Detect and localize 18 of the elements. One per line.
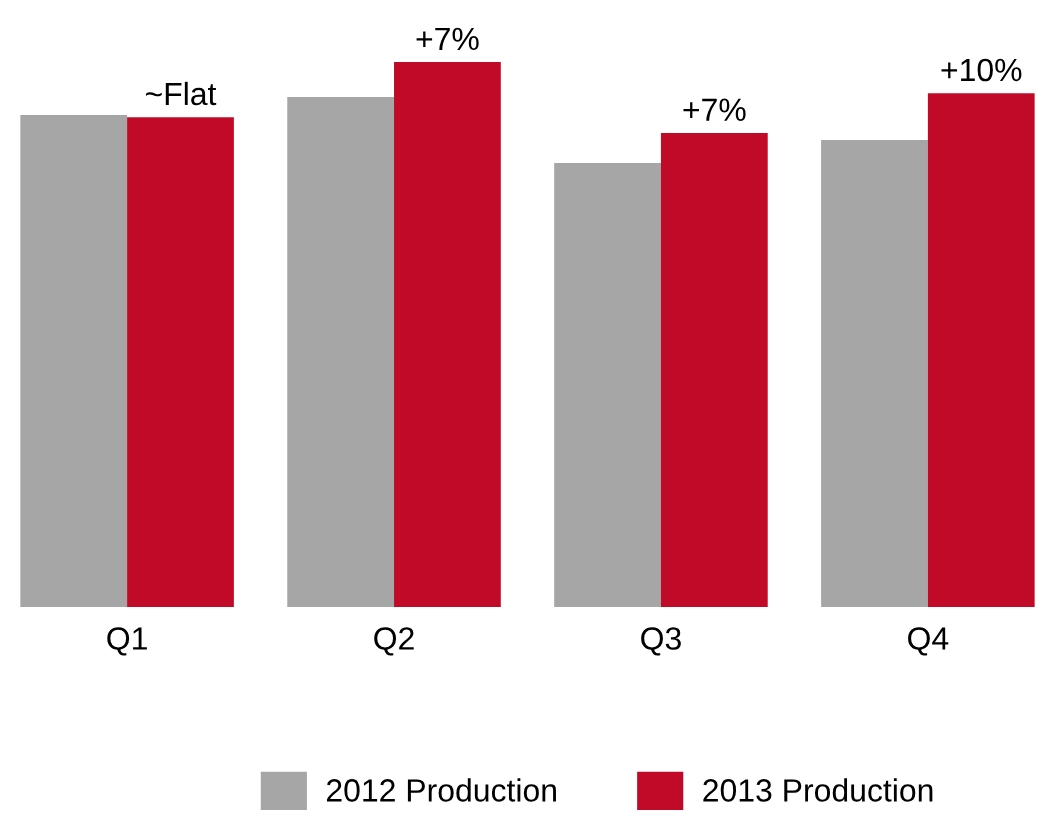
- bar: [127, 117, 234, 607]
- annotation: +7%: [683, 98, 746, 121]
- bar: [927, 93, 1035, 607]
- bar: [394, 62, 501, 607]
- x-tick-label: Q1: [107, 627, 147, 656]
- bar: [821, 140, 928, 607]
- bar: [20, 114, 128, 607]
- annotation: +10%: [941, 58, 1022, 82]
- bar: [554, 162, 661, 607]
- x-tick-label: Q4: [908, 627, 949, 656]
- x-tick-label: Q3: [641, 627, 681, 656]
- bar: [660, 132, 768, 607]
- x-tick-label: Q2: [374, 627, 414, 656]
- annotation: +7%: [416, 27, 479, 51]
- annotation: ~Flat: [145, 81, 217, 106]
- legend-label: 2012 Production: [326, 778, 556, 802]
- legend-label: 2013 Production: [703, 778, 933, 802]
- bar: [287, 96, 395, 607]
